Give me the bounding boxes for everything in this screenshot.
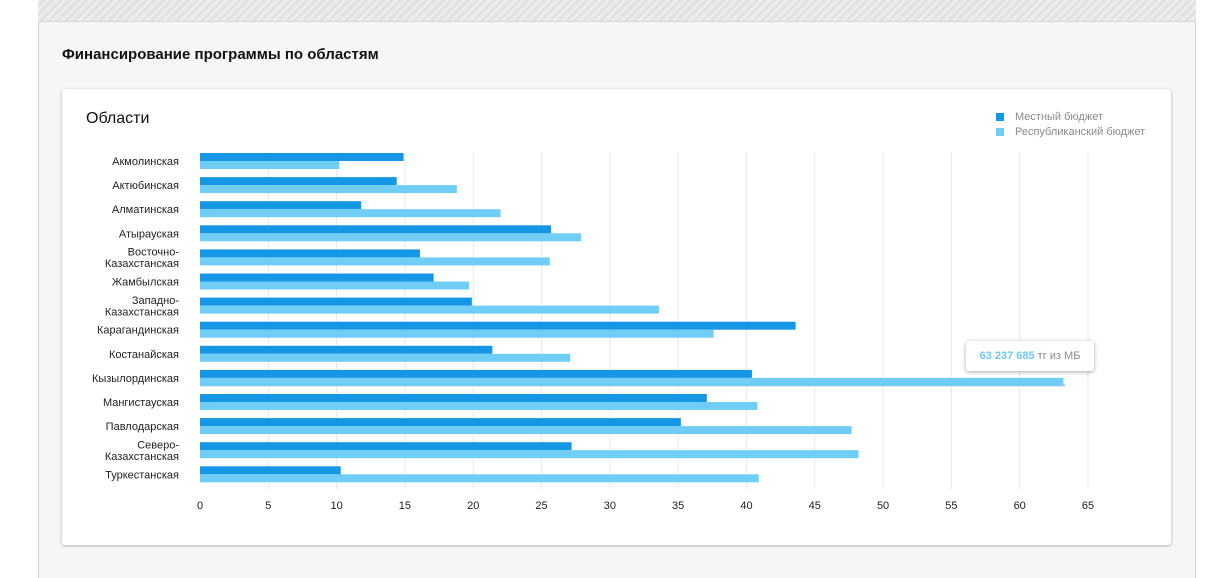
x-tick-label: 30 [604,500,616,512]
bar-republican-budget [200,353,571,362]
x-tick-label: 25 [535,500,547,512]
bar-local-budget [200,273,434,282]
bar-republican-budget [200,185,457,194]
y-category-label: Атырауская [119,228,179,240]
x-tick-label: 5 [265,500,271,512]
bar-local-budget [200,297,472,306]
bar-local-budget [200,225,552,234]
x-tick-label: 55 [945,500,957,512]
bar-republican-budget [200,305,660,314]
bar-republican-budget [200,161,340,169]
y-category-label: Туркестанская [105,469,179,481]
x-tick-label: 50 [877,500,889,512]
section-title: Финансирование программы по областям [62,46,379,63]
y-category-label: Павлодарская [106,421,179,433]
bar-local-budget [200,321,796,330]
y-category-label: Северо-Казахстанская [105,439,180,463]
bar-local-budget [200,418,681,427]
bar-republican-budget [200,281,470,290]
x-tick-label: 20 [467,500,479,512]
y-category-label: Кызылординская [92,373,179,385]
legend-label-local: Местный бюджет [1015,110,1103,123]
legend-swatch-local [996,112,1004,121]
bar-local-budget [200,249,420,258]
y-category-label: Мангистауская [103,397,179,409]
legend-swatch-republican [996,127,1004,136]
y-category-label: Алматинская [112,204,179,216]
x-tick-label: 40 [740,500,752,512]
bar-local-budget [200,442,572,451]
bar-republican-budget [200,426,852,435]
bar-republican-budget [200,450,859,459]
bar-local-budget [200,153,404,161]
bar-republican-budget [200,377,1064,386]
y-category-label: Костанайская [109,349,179,361]
legend-item-local[interactable]: Местный бюджет [996,109,1145,124]
x-tick-label: 10 [330,500,342,512]
bar-republican-budget [200,257,550,266]
y-category-label: Акмолинская [112,156,179,168]
y-category-label: Актюбинская [112,180,179,192]
bar-local-budget [200,394,707,402]
bar-republican-budget [200,474,759,483]
bar-local-budget [200,345,493,354]
bar-republican-budget [200,329,714,338]
y-category-label: Западно-Казахстанская [105,295,180,319]
legend-item-republican[interactable]: Республиканский бюджет [996,124,1145,139]
y-category-label: Жамбылская [112,277,179,289]
header-band [38,0,1196,22]
bar-tooltip: 63 237 685 тг из МБ [966,341,1094,371]
tooltip-value: 63 237 685 [979,350,1035,362]
bar-republican-budget [200,233,582,242]
bar-local-budget [200,369,752,378]
x-tick-label: 35 [672,500,684,512]
bar-local-budget [200,201,362,210]
bar-local-budget [200,177,397,186]
chart-card-title: Области [86,110,150,127]
x-tick-label: 60 [1014,500,1026,512]
x-tick-label: 15 [399,500,411,512]
x-tick-label: 65 [1082,500,1094,512]
tooltip-suffix: тг из МБ [1034,350,1081,362]
chart-legend: Местный бюджет Республиканский бюджет [996,109,1145,139]
y-category-label: Восточно-Казахстанская [105,247,180,271]
y-category-label: Карагандинская [97,325,179,337]
bar-republican-budget [200,402,758,410]
bar-republican-budget [200,209,501,218]
x-tick-label: 45 [809,500,821,512]
bar-local-budget [200,466,341,475]
x-tick-label: 0 [197,500,203,512]
legend-label-republican: Республиканский бюджет [1015,125,1146,138]
